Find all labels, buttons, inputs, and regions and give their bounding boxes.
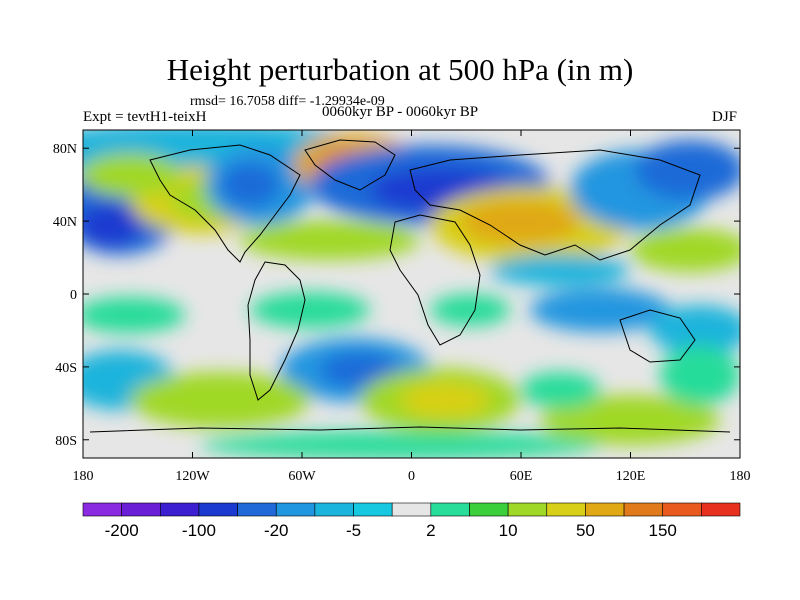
colorbar-swatch bbox=[391, 502, 432, 517]
australia-coast bbox=[619, 309, 696, 363]
colorbar-label: -20 bbox=[264, 521, 289, 540]
colorbar-swatch bbox=[546, 502, 586, 517]
anomaly-region bbox=[200, 431, 600, 458]
colorbar-swatch bbox=[507, 502, 548, 517]
lat-tick-label: 40S bbox=[55, 361, 77, 376]
anomaly-region bbox=[430, 294, 510, 326]
season-label: DJF bbox=[712, 109, 738, 125]
colorbar-swatch bbox=[121, 502, 161, 517]
colorbar-label: -100 bbox=[182, 521, 216, 540]
anomaly-region bbox=[530, 288, 670, 332]
colorbar-label: 50 bbox=[576, 521, 595, 540]
longitude-axis: 180 120W 60W 0 60E 120E 180 bbox=[73, 130, 751, 484]
anomaly-region bbox=[520, 372, 600, 408]
colorbar-label: 150 bbox=[649, 521, 677, 540]
lon-tick-label: 180 bbox=[73, 469, 94, 484]
colorbar-swatch bbox=[701, 502, 741, 517]
colorbar-label: -200 bbox=[105, 521, 139, 540]
coastlines bbox=[89, 139, 731, 433]
colorbar-swatch bbox=[353, 502, 393, 517]
colorbar-swatch bbox=[430, 502, 470, 517]
greenland-coast bbox=[304, 139, 396, 191]
anomaly-blobs bbox=[83, 130, 740, 458]
africa-coast bbox=[389, 214, 481, 346]
anomaly-region bbox=[220, 163, 280, 207]
anomaly-region bbox=[650, 305, 740, 355]
lon-tick-label: 180 bbox=[730, 469, 751, 484]
colorbar-swatch bbox=[198, 502, 238, 517]
rmsd-stats: rmsd= 16.7058 diff= -1.29934e-09 bbox=[190, 94, 385, 109]
anomaly-region bbox=[635, 140, 740, 200]
anomaly-region bbox=[400, 382, 490, 418]
lat-tick-label: 0 bbox=[70, 288, 77, 303]
colorbar: -200 -100 -20 -5 2 10 50 150 bbox=[82, 502, 741, 540]
period-label: 0060kyr BP - 0060kyr BP bbox=[322, 104, 479, 120]
colorbar-swatch bbox=[314, 502, 354, 517]
lon-tick-label: 120W bbox=[175, 469, 210, 484]
anomaly-region bbox=[630, 228, 740, 272]
south-america-coast bbox=[247, 261, 306, 401]
colorbar-swatch bbox=[275, 502, 316, 517]
anomaly-region bbox=[540, 395, 720, 445]
anomaly-region bbox=[240, 220, 420, 260]
lon-tick-label: 120E bbox=[616, 469, 646, 484]
lat-tick-label: 80S bbox=[55, 434, 77, 449]
colorbar-swatch bbox=[469, 502, 509, 517]
antarctica-coast bbox=[89, 426, 731, 433]
anomaly-region bbox=[130, 372, 310, 428]
lon-tick-label: 60W bbox=[288, 469, 316, 484]
colorbar-swatch bbox=[623, 502, 664, 517]
colorbar-label: -5 bbox=[346, 521, 361, 540]
anomaly-region bbox=[660, 345, 740, 405]
lat-tick-label: 40N bbox=[53, 215, 77, 230]
colorbar-label: 10 bbox=[499, 521, 518, 540]
contour-field bbox=[83, 130, 740, 458]
anomaly-region bbox=[250, 292, 370, 328]
colorbar-swatch bbox=[237, 502, 277, 517]
colorbar-swatch bbox=[82, 502, 122, 517]
anomaly-region bbox=[460, 200, 580, 244]
colorbar-swatch bbox=[159, 502, 200, 517]
lon-tick-label: 60E bbox=[510, 469, 533, 484]
anomaly-region bbox=[83, 297, 185, 333]
lon-tick-label: 0 bbox=[408, 469, 415, 484]
anomaly-region bbox=[490, 254, 630, 286]
plot-title: Height perturbation at 500 hPa (in m) bbox=[166, 52, 634, 87]
latitude-axis: 80N 40N 0 40S 80S bbox=[53, 142, 740, 449]
colorbar-swatch bbox=[585, 502, 625, 517]
colorbar-swatch bbox=[662, 502, 702, 517]
lat-tick-label: 80N bbox=[53, 142, 77, 157]
eurasia-coast bbox=[409, 149, 701, 261]
north-america-coast bbox=[149, 144, 301, 263]
anomaly-region bbox=[83, 203, 142, 247]
colorbar-label: 2 bbox=[426, 521, 435, 540]
anomaly-region bbox=[83, 153, 180, 197]
experiment-label: Expt = tevtH1-teixH bbox=[83, 109, 207, 125]
